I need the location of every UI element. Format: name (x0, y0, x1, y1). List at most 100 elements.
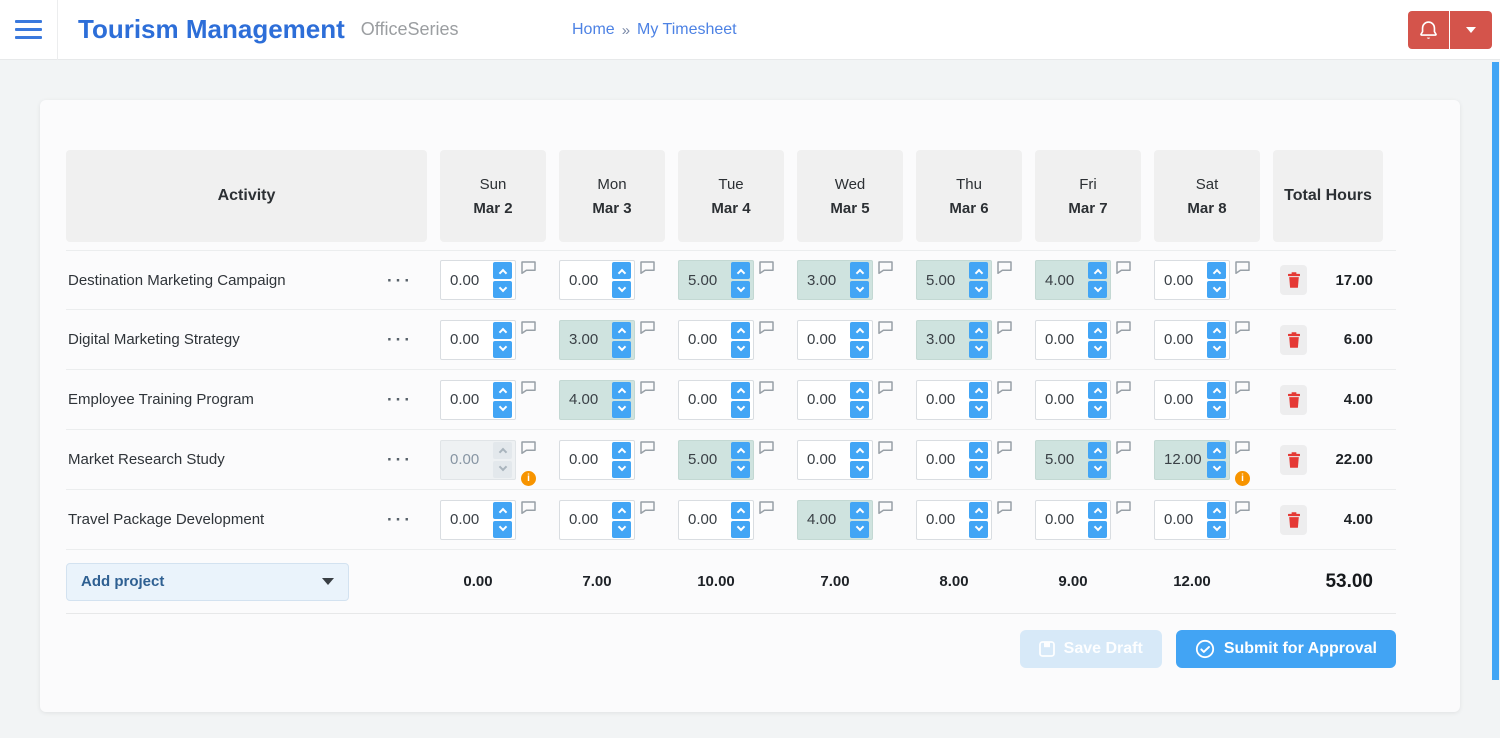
decrement-chevron-down-icon[interactable] (612, 340, 631, 358)
decrement-chevron-down-icon[interactable] (493, 281, 512, 298)
decrement-chevron-down-icon[interactable] (493, 340, 512, 358)
comment-icon[interactable] (759, 320, 774, 334)
notifications-button[interactable] (1408, 11, 1450, 49)
increment-chevron-up-icon[interactable] (850, 381, 869, 399)
delete-row-button[interactable] (1280, 444, 1307, 475)
hours-input[interactable]: 0.00 (559, 260, 635, 300)
row-options-ellipsis-icon[interactable]: ··· (387, 450, 413, 469)
increment-chevron-up-icon[interactable] (1207, 501, 1226, 519)
hours-input[interactable]: 0.00 (1035, 379, 1111, 420)
decrement-chevron-down-icon[interactable] (850, 460, 869, 478)
comment-icon[interactable] (521, 440, 536, 454)
hours-input[interactable]: 0.00 (559, 499, 635, 540)
hours-input[interactable]: 0.00 (916, 499, 992, 540)
decrement-chevron-down-icon[interactable] (612, 520, 631, 538)
increment-chevron-up-icon[interactable] (850, 321, 869, 339)
delete-row-button[interactable] (1280, 384, 1307, 415)
delete-row-button[interactable] (1280, 265, 1307, 295)
comment-icon[interactable] (1235, 440, 1250, 454)
increment-chevron-up-icon[interactable] (1088, 262, 1107, 279)
decrement-chevron-down-icon[interactable] (1207, 520, 1226, 538)
hours-input[interactable]: 3.00 (916, 319, 992, 360)
hours-input[interactable]: 12.00 (1154, 439, 1230, 480)
comment-icon[interactable] (1116, 380, 1131, 394)
comment-icon[interactable] (1116, 320, 1131, 334)
row-options-ellipsis-icon[interactable]: ··· (387, 390, 413, 409)
hours-input[interactable]: 0.00 (678, 319, 754, 360)
comment-icon[interactable] (640, 380, 655, 394)
hours-input[interactable]: 4.00 (797, 499, 873, 540)
comment-icon[interactable] (997, 440, 1012, 454)
increment-chevron-up-icon[interactable] (731, 381, 750, 399)
increment-chevron-up-icon[interactable] (1207, 321, 1226, 339)
decrement-chevron-down-icon[interactable] (1088, 281, 1107, 298)
increment-chevron-up-icon[interactable] (969, 262, 988, 279)
breadcrumb-current-link[interactable]: My Timesheet (637, 21, 737, 38)
increment-chevron-up-icon[interactable] (969, 321, 988, 339)
comment-icon[interactable] (997, 380, 1012, 394)
save-draft-button[interactable]: Save Draft (1019, 630, 1162, 668)
increment-chevron-up-icon[interactable] (493, 501, 512, 519)
comment-icon[interactable] (759, 500, 774, 514)
hours-input[interactable]: 0.00 (916, 439, 992, 480)
warning-info-icon[interactable]: i (521, 470, 536, 486)
increment-chevron-up-icon[interactable] (850, 501, 869, 519)
increment-chevron-up-icon[interactable] (1207, 381, 1226, 399)
comment-icon[interactable] (878, 500, 893, 514)
comment-icon[interactable] (640, 440, 655, 454)
decrement-chevron-down-icon[interactable] (731, 400, 750, 418)
add-project-select[interactable]: Add project (66, 562, 349, 601)
decrement-chevron-down-icon[interactable] (612, 400, 631, 418)
increment-chevron-up-icon[interactable] (850, 262, 869, 279)
decrement-chevron-down-icon[interactable] (850, 520, 869, 538)
decrement-chevron-down-icon[interactable] (969, 460, 988, 478)
decrement-chevron-down-icon[interactable] (731, 460, 750, 478)
decrement-chevron-down-icon[interactable] (731, 520, 750, 538)
increment-chevron-up-icon[interactable] (731, 262, 750, 279)
increment-chevron-up-icon[interactable] (850, 441, 869, 459)
increment-chevron-up-icon[interactable] (1088, 381, 1107, 399)
hours-input[interactable]: 5.00 (678, 260, 754, 300)
menu-button[interactable] (0, 0, 58, 60)
decrement-chevron-down-icon[interactable] (493, 520, 512, 538)
hours-input[interactable]: 3.00 (559, 319, 635, 360)
comment-icon[interactable] (997, 261, 1012, 275)
increment-chevron-up-icon[interactable] (493, 321, 512, 339)
hours-input[interactable]: 0.00 (440, 379, 516, 420)
decrement-chevron-down-icon[interactable] (1207, 281, 1226, 298)
comment-icon[interactable] (521, 320, 536, 334)
decrement-chevron-down-icon[interactable] (612, 460, 631, 478)
comment-icon[interactable] (1116, 500, 1131, 514)
hours-input[interactable]: 5.00 (1035, 439, 1111, 480)
comment-icon[interactable] (640, 500, 655, 514)
decrement-chevron-down-icon[interactable] (1207, 400, 1226, 418)
comment-icon[interactable] (640, 261, 655, 275)
increment-chevron-up-icon[interactable] (612, 441, 631, 459)
hours-input[interactable]: 0.00 (440, 319, 516, 360)
comment-icon[interactable] (759, 261, 774, 275)
decrement-chevron-down-icon[interactable] (1207, 460, 1226, 478)
hours-input[interactable]: 0.00 (678, 499, 754, 540)
comment-icon[interactable] (1235, 261, 1250, 275)
decrement-chevron-down-icon[interactable] (1088, 520, 1107, 538)
hours-input[interactable]: 0.00 (797, 379, 873, 420)
comment-icon[interactable] (1235, 320, 1250, 334)
decrement-chevron-down-icon[interactable] (969, 281, 988, 298)
row-options-ellipsis-icon[interactable]: ··· (387, 270, 413, 290)
increment-chevron-up-icon[interactable] (612, 262, 631, 279)
increment-chevron-up-icon[interactable] (969, 501, 988, 519)
row-options-ellipsis-icon[interactable]: ··· (387, 330, 413, 349)
decrement-chevron-down-icon[interactable] (1088, 460, 1107, 478)
decrement-chevron-down-icon[interactable] (969, 400, 988, 418)
decrement-chevron-down-icon[interactable] (850, 281, 869, 298)
increment-chevron-up-icon[interactable] (612, 381, 631, 399)
hours-input[interactable]: 0.00 (1154, 260, 1230, 300)
hours-input[interactable]: 0.00 (678, 379, 754, 420)
breadcrumb-home-link[interactable]: Home (572, 21, 615, 38)
decrement-chevron-down-icon[interactable] (731, 340, 750, 358)
hours-input[interactable]: 3.00 (797, 260, 873, 300)
decrement-chevron-down-icon[interactable] (1088, 340, 1107, 358)
hours-input[interactable]: 0.00 (1154, 499, 1230, 540)
submit-for-approval-button[interactable]: Submit for Approval (1175, 630, 1396, 668)
hours-input[interactable]: 5.00 (678, 439, 754, 480)
